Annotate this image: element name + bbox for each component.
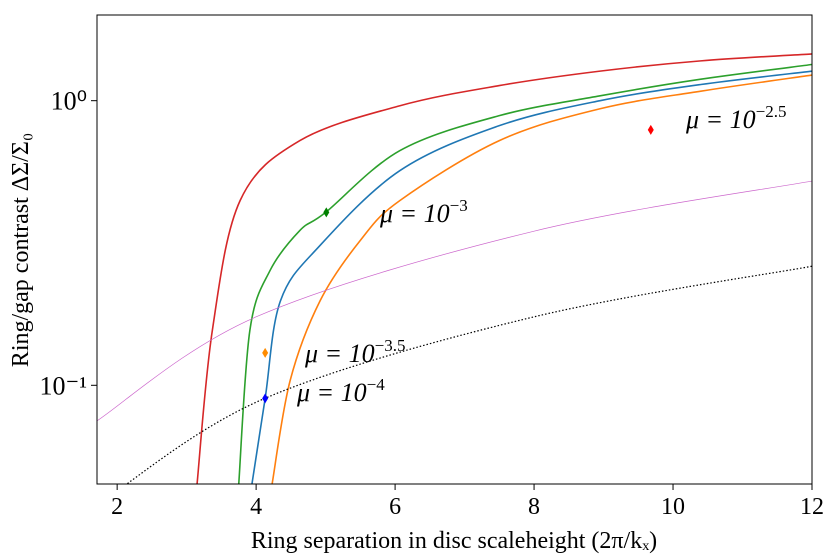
mu-annotation: μ = 10−3: [379, 196, 468, 228]
y-tick-label: 10⁰: [51, 87, 87, 116]
diamond-marker: [323, 207, 330, 218]
x-tick-label: 8: [528, 494, 540, 520]
series-line: [97, 180, 812, 422]
axes-frame: [96, 14, 813, 485]
x-axis-label: Ring separation in disc scaleheight (2π/…: [251, 528, 657, 554]
annotation-base: μ = 10: [685, 105, 756, 134]
x-tick-label: 4: [250, 494, 262, 520]
series-line: [237, 63, 812, 484]
series-line: [196, 53, 812, 484]
annotation-exponent: −2.5: [756, 102, 787, 121]
annotation-base: μ = 10: [379, 199, 450, 228]
plot-area: [97, 53, 812, 484]
diamond-marker: [262, 393, 269, 404]
series-line: [251, 70, 812, 484]
y-axis-label: Ring/gap contrast ΔΣ/Σ₀: [8, 133, 34, 367]
series-line: [271, 74, 812, 484]
mu-annotation: μ = 10−4: [296, 375, 385, 407]
y-tick-label: 10⁻¹: [39, 371, 87, 400]
series-line: [125, 265, 812, 484]
annotation-base: μ = 10: [296, 378, 367, 407]
annotation-exponent: −4: [367, 375, 386, 394]
diamond-marker: [647, 124, 654, 135]
x-tick-label: 10: [661, 494, 685, 520]
x-tick-label: 6: [389, 494, 401, 520]
x-tick-label: 2: [111, 494, 123, 520]
mu-annotation: μ = 10−2.5: [685, 102, 786, 134]
annotation-exponent: −3: [450, 196, 468, 215]
diamond-marker: [262, 347, 269, 358]
annotation-exponent: −3.5: [375, 336, 406, 355]
mu-annotation: μ = 10−3.5: [304, 336, 405, 368]
x-tick-label: 12: [800, 494, 824, 520]
annotation-base: μ = 10: [304, 339, 375, 368]
